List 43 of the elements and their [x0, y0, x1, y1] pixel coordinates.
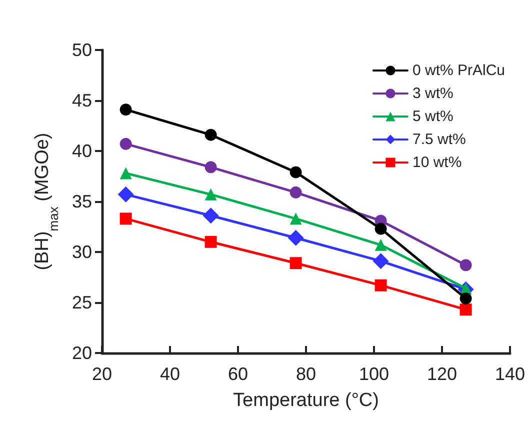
y-tick-label: 50 [72, 40, 92, 60]
legend-label: 7.5 wt% [412, 131, 466, 148]
point [204, 128, 217, 141]
point [204, 188, 217, 200]
legend-label: 5 wt% [412, 108, 454, 125]
y-axis-title: (BH)max (MGOe) [32, 132, 61, 270]
point [460, 259, 472, 272]
point [120, 167, 132, 180]
x-tick-label: 80 [296, 364, 316, 384]
y-tick-label: 35 [72, 192, 92, 212]
x-tick-label: 140 [494, 364, 526, 384]
y-tick-label: 40 [72, 141, 92, 161]
point [460, 292, 472, 304]
legend-label: 10 wt% [412, 154, 462, 171]
point [120, 104, 132, 116]
point [204, 236, 217, 248]
point [290, 166, 302, 178]
point [288, 230, 304, 246]
legend-label: 0 wt% PrAlCu [412, 62, 506, 79]
x-tick-label: 120 [426, 364, 458, 384]
point [290, 212, 302, 225]
point [374, 238, 387, 251]
x-tick-label: 40 [160, 364, 180, 384]
x-tick-label: 100 [358, 364, 390, 384]
point [290, 186, 302, 198]
point [120, 212, 132, 225]
y-tick-label: 20 [72, 343, 92, 363]
point [374, 279, 387, 292]
x-axis-title: Temperature (°C) [233, 390, 379, 411]
point [374, 222, 387, 235]
point [118, 186, 134, 202]
x-tick-label: 20 [92, 364, 112, 384]
y-tick-label: 30 [72, 242, 92, 262]
point [372, 253, 389, 270]
legend-label: 3 wt% [412, 85, 454, 102]
y-tick-label: 45 [72, 90, 92, 110]
point [290, 257, 302, 270]
point [460, 304, 472, 316]
y-tick-label: 25 [72, 292, 92, 312]
point [120, 138, 132, 150]
point [202, 208, 219, 224]
point [204, 161, 217, 174]
x-tick-label: 60 [228, 364, 248, 384]
